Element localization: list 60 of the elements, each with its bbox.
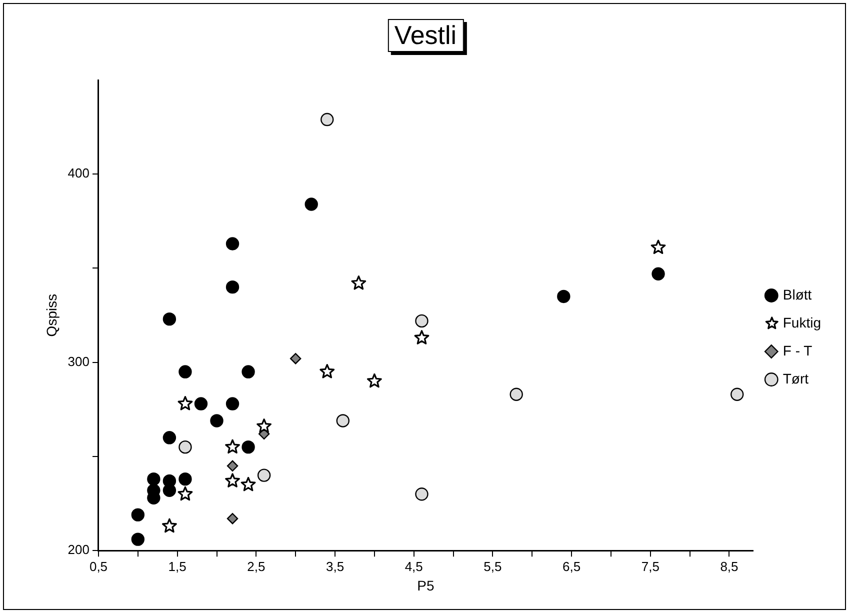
x-tick-label: 6,5 (562, 558, 581, 574)
point (210, 414, 224, 428)
point (162, 312, 176, 326)
point (240, 476, 256, 492)
point (225, 439, 240, 454)
x-axis-title: P5 (417, 577, 434, 594)
legend-label: F - T (782, 342, 813, 358)
y-tick-label: 200 (68, 542, 90, 558)
y-tick-label: 400 (68, 166, 90, 181)
point (730, 388, 744, 401)
point (415, 488, 428, 501)
point (304, 198, 318, 211)
point (510, 388, 523, 401)
point (320, 112, 334, 126)
point (415, 314, 428, 328)
point (162, 431, 176, 444)
x-tick-label: 0,5 (89, 558, 108, 574)
point (256, 418, 272, 433)
point (414, 330, 430, 344)
point (290, 352, 302, 364)
x-tick-label: 4,5 (404, 558, 423, 574)
legend-label: Fuktig (782, 314, 821, 330)
x-tick-label: 2,5 (247, 558, 266, 574)
point (131, 532, 145, 546)
point (320, 364, 335, 378)
point (178, 365, 192, 378)
point (257, 468, 271, 482)
y-tick-label: 300 (68, 354, 90, 369)
x-tick-label: 8,5 (720, 558, 738, 574)
point (162, 474, 176, 488)
point (194, 397, 208, 410)
x-tick-label: 1,5 (168, 558, 186, 574)
point (351, 276, 366, 290)
point (178, 440, 192, 454)
point (226, 237, 240, 250)
point (162, 518, 177, 533)
legend-label: Tørt (782, 370, 809, 386)
point (226, 460, 238, 472)
point (557, 290, 570, 304)
legend-label: Bløtt (782, 286, 812, 302)
point (336, 414, 350, 428)
point (131, 508, 145, 522)
point (242, 440, 255, 454)
x-tick-label: 3,5 (326, 558, 344, 574)
point (147, 472, 160, 486)
y-axis-title: Qspiss (43, 294, 60, 337)
point (650, 240, 666, 254)
point (178, 472, 192, 486)
point (242, 365, 255, 378)
x-tick-label: 7,5 (641, 558, 660, 574)
point (226, 397, 240, 410)
point (178, 396, 193, 410)
x-tick-label: 5,5 (484, 558, 502, 574)
point (226, 513, 238, 524)
point (225, 473, 240, 488)
point (652, 267, 665, 280)
point (226, 280, 240, 294)
chart-title: Vestli (387, 19, 464, 52)
point (178, 486, 193, 501)
point (366, 373, 382, 388)
